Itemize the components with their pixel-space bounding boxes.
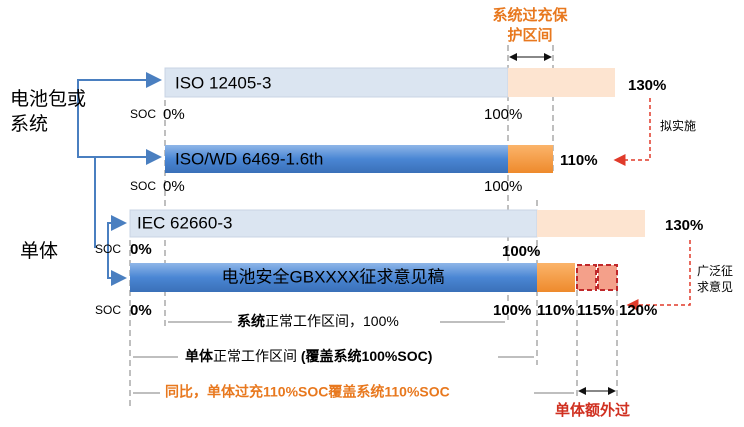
range-label: 系统正常工作区间，100%: [237, 313, 399, 329]
bars: [129, 67, 645, 292]
ranges: [133, 321, 574, 394]
end: 100%: [493, 302, 531, 319]
range-text: 正常工作区间: [213, 348, 301, 364]
note: 广泛征: [697, 264, 733, 278]
end: 100%: [484, 106, 522, 123]
end: 100%: [484, 178, 522, 195]
red-arrows: [613, 98, 691, 311]
soc: SOC: [130, 179, 156, 193]
bar-label: IEC 62660-3: [137, 213, 232, 232]
max-label: 130%: [665, 217, 703, 234]
connectors: [77, 72, 162, 286]
soc: SOC: [130, 107, 156, 121]
mark: 110%: [537, 302, 575, 319]
max-label: 110%: [560, 152, 598, 169]
range-label: 单体正常工作区间 (覆盖系统100%SOC): [185, 348, 432, 364]
range-text: 正常工作区间，100%: [265, 313, 399, 329]
bar-label: ISO 12405-3: [175, 73, 271, 92]
start: 0%: [130, 241, 152, 258]
start: 0%: [130, 302, 152, 319]
bar-label: ISO/WD 6469-1.6th: [175, 149, 323, 168]
group-label: 系统: [10, 113, 48, 135]
start: 0%: [163, 106, 185, 123]
range-bold: (覆盖系统100%SOC): [301, 348, 432, 364]
extra-label: 单体额外过: [555, 401, 630, 419]
note: 拟实施: [660, 118, 696, 133]
mark: 120%: [619, 302, 657, 319]
range-label: 同比，单体过充110%SOC覆盖系统110%SOC: [165, 384, 450, 400]
group-label: 单体: [20, 240, 58, 262]
bar-label: 电池安全GBXXXX征求意见稿: [222, 267, 445, 286]
note: 求意见: [697, 279, 733, 294]
soc: SOC: [95, 303, 121, 317]
zone-label: 护区间: [507, 26, 552, 44]
range-bold: 单体: [185, 348, 214, 364]
end: 100%: [502, 243, 540, 260]
soc: SOC: [95, 242, 121, 256]
zone-label: 系统过充保: [492, 6, 568, 24]
range-bold: 系统: [237, 313, 265, 329]
start: 0%: [163, 178, 185, 195]
mark: 115%: [577, 302, 615, 319]
group-label: 电池包或: [10, 88, 86, 110]
max-label: 130%: [628, 77, 666, 94]
